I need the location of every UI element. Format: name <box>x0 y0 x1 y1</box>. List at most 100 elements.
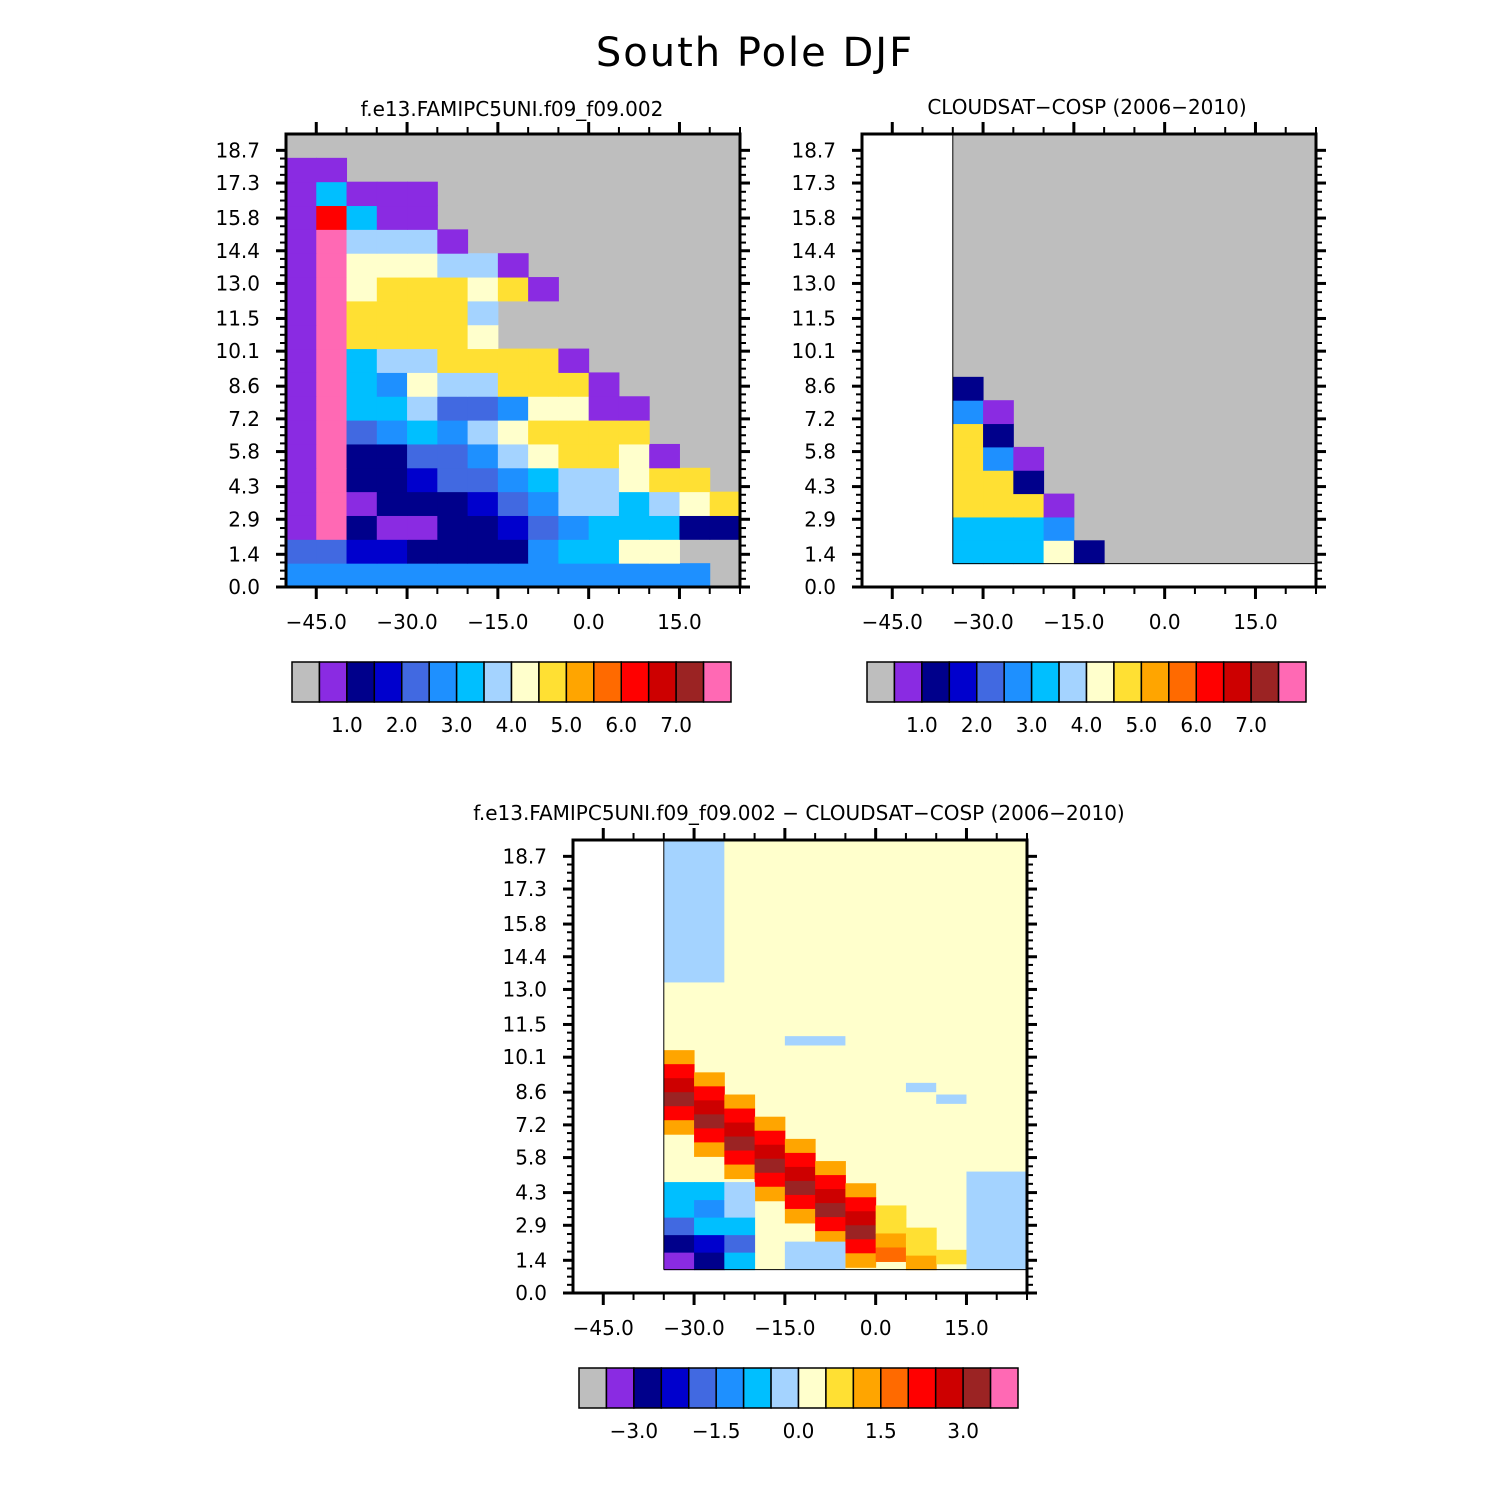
heatmap-cell <box>528 372 559 397</box>
heatmap-cell <box>845 1197 877 1212</box>
y-tick-label: 4.3 <box>804 475 836 499</box>
heatmap-cell <box>588 372 620 397</box>
colorbar-box <box>605 1367 635 1409</box>
heatmap-cell <box>845 1225 877 1240</box>
heatmap-cell <box>286 443 317 469</box>
x-tick-label: 0.0 <box>860 1316 892 1340</box>
heatmap-cell <box>528 491 559 516</box>
y-tick-label: 13.0 <box>215 271 260 295</box>
colorbar-box <box>483 661 513 703</box>
heatmap-cell <box>845 1253 877 1268</box>
heatmap-cell <box>952 516 984 541</box>
heatmap-cell <box>528 443 559 469</box>
y-tick-label: 13.0 <box>502 977 547 1001</box>
heatmap-cell <box>952 400 984 425</box>
colorbar-box <box>893 661 923 703</box>
heatmap-cell <box>663 1199 695 1218</box>
heatmap-cell <box>316 539 348 564</box>
plot-area <box>663 840 1027 1271</box>
heatmap-cell <box>467 420 499 445</box>
heatmap-cell <box>346 515 378 540</box>
heatmap-cell <box>983 470 1014 495</box>
heatmap-cell <box>815 1217 846 1232</box>
heatmap-cell <box>376 539 408 564</box>
heatmap-cell <box>845 1239 877 1254</box>
heatmap-cell <box>407 467 438 493</box>
heatmap-cell <box>649 443 680 469</box>
heatmap-cell <box>376 181 408 207</box>
heatmap-cell <box>724 1136 756 1152</box>
heatmap-cell <box>467 563 499 588</box>
colorbar-box <box>1277 661 1307 703</box>
heatmap-cell <box>1073 540 1105 565</box>
heatmap-cell <box>437 396 469 421</box>
heatmap-cell <box>663 840 725 983</box>
heatmap-cell <box>754 1144 786 1160</box>
heatmap-cell <box>316 181 348 207</box>
x-tick-label: 15.0 <box>1233 610 1278 634</box>
heatmap-cell <box>784 1166 816 1182</box>
heatmap-cell <box>316 467 348 493</box>
colorbar-box <box>742 1367 772 1409</box>
heatmap-cell <box>694 1182 725 1201</box>
heatmap-cell <box>663 1106 695 1121</box>
heatmap-cell <box>286 491 317 516</box>
heatmap-cell <box>784 1180 816 1196</box>
y-tick-label: 17.3 <box>791 171 836 195</box>
colorbar-box <box>1030 661 1060 703</box>
colorbar-label: −3.0 <box>610 1419 659 1443</box>
colorbar-box <box>989 1367 1019 1409</box>
x-tick-label: 15.0 <box>944 1316 989 1340</box>
colorbar-box <box>1222 661 1252 703</box>
heatmap-cell <box>437 372 469 397</box>
colorbar-box <box>291 661 321 703</box>
panel-model-title: f.e13.FAMIPC5UNI.f09_f09.002 <box>361 97 664 121</box>
heatmap-cell <box>316 324 348 350</box>
heatmap-cell <box>467 515 499 540</box>
colorbar-label: 0.0 <box>783 1419 815 1443</box>
heatmap-cell <box>376 467 408 493</box>
y-tick-label: 15.8 <box>215 206 260 230</box>
colorbar-box <box>1058 661 1088 703</box>
y-tick-label: 17.3 <box>502 877 547 901</box>
heatmap-cell <box>467 277 499 302</box>
heatmap-cell <box>346 467 378 493</box>
heatmap-cell <box>316 491 348 516</box>
heatmap-cell <box>528 420 559 445</box>
y-tick-label: 11.5 <box>215 306 260 330</box>
heatmap-cell <box>983 446 1014 471</box>
heatmap-cell <box>497 539 529 564</box>
heatmap-cell <box>663 1092 695 1107</box>
colorbar-box <box>852 1367 882 1409</box>
heatmap-cell <box>346 324 378 350</box>
heatmap-cell <box>346 205 378 230</box>
heatmap-cell <box>407 324 438 350</box>
heatmap-cell <box>437 515 469 540</box>
y-tick-label: 18.7 <box>215 138 260 162</box>
colorbar-label: −1.5 <box>692 1419 741 1443</box>
heatmap-cell <box>983 516 1014 541</box>
heatmap-cell <box>1013 516 1045 541</box>
heatmap-cell <box>784 1138 816 1154</box>
colorbar-box <box>702 661 732 703</box>
heatmap-cell <box>286 300 317 326</box>
colorbar-box <box>825 1367 855 1409</box>
heatmap-cell <box>1013 446 1045 471</box>
heatmap-cell <box>376 515 408 540</box>
heatmap-cell <box>663 1252 695 1271</box>
heatmap-cell <box>437 539 469 564</box>
heatmap-cell <box>1013 493 1045 518</box>
heatmap-cell <box>407 539 438 564</box>
heatmap-cell <box>316 372 348 397</box>
heatmap-cell <box>588 491 620 516</box>
heatmap-cell <box>754 1130 786 1146</box>
heatmap-cell <box>528 396 559 421</box>
heatmap-cell <box>528 539 559 564</box>
heatmap-cell <box>316 253 348 278</box>
heatmap-cell <box>649 515 680 540</box>
heatmap-cell <box>875 1219 907 1234</box>
heatmap-cell <box>497 348 529 373</box>
heatmap-cell <box>407 443 438 469</box>
colorbar-box <box>688 1367 717 1409</box>
heatmap-cell <box>558 443 590 469</box>
